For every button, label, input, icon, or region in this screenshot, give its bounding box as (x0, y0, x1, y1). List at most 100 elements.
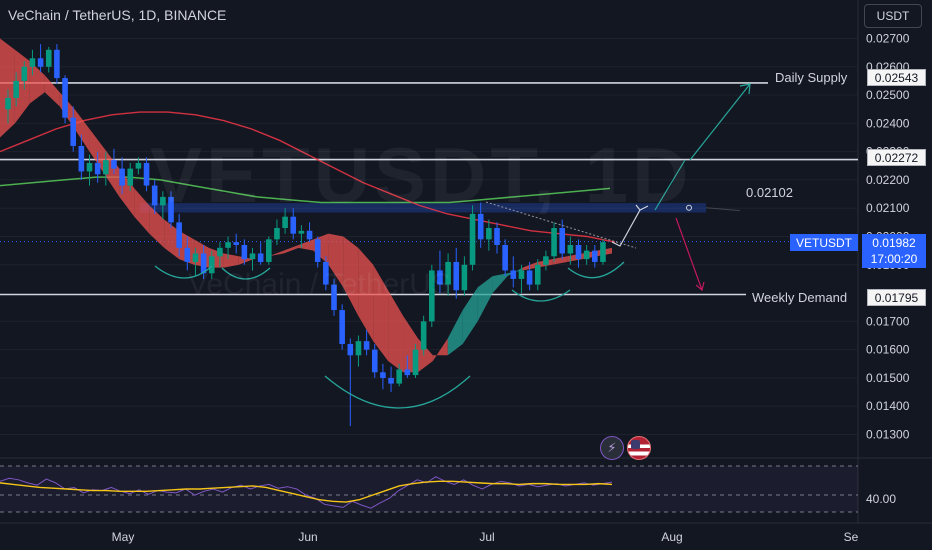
candle-body (192, 253, 199, 262)
candle-body (119, 168, 125, 186)
ma-red-line (0, 111, 616, 243)
candle-body (176, 222, 182, 248)
candle-body (298, 230, 305, 234)
candle-body (420, 321, 427, 350)
event-badges: ⚡ (600, 436, 651, 460)
candle-body (151, 185, 158, 206)
candle-body (94, 162, 101, 175)
candle-body (274, 228, 280, 240)
candle-body (592, 250, 598, 262)
resistance-price-tag: 0.02272 (867, 149, 926, 166)
band-segment (447, 310, 463, 356)
rsi-tick-label: 40.00 (866, 492, 896, 506)
price-tick-label: 0.02700 (866, 31, 910, 45)
band-segment (0, 38, 15, 138)
candle-body (339, 310, 345, 344)
candle-body (127, 168, 134, 186)
candle-body (70, 117, 76, 146)
candle-body (45, 49, 52, 67)
band-segment (134, 188, 150, 234)
symbol-tag: VETUSDT (790, 234, 859, 251)
pattern-curve-3 (324, 375, 471, 409)
candle-body (396, 369, 402, 384)
candle-body (249, 253, 256, 260)
projection-down-head (695, 281, 705, 292)
bolt-icon[interactable]: ⚡ (600, 436, 624, 460)
candle-body (412, 349, 419, 376)
us-flag-icon[interactable] (627, 436, 651, 460)
candle-body (388, 377, 394, 384)
band-segment (164, 219, 180, 260)
zone-anchor-point (686, 204, 692, 211)
price-tick-label: 0.02400 (866, 116, 910, 130)
candle-body (445, 261, 451, 285)
pattern-curve-1 (154, 265, 213, 279)
band-segment (268, 250, 284, 257)
candle-body (54, 49, 60, 79)
candle-body (290, 216, 297, 234)
candle-body (200, 253, 207, 274)
candle-body (306, 230, 313, 240)
band-segment (343, 236, 359, 316)
band-segment (432, 338, 448, 361)
pattern-curve-4 (511, 289, 571, 302)
band-segment (328, 233, 344, 288)
daily-supply-label: Daily Supply (775, 70, 848, 85)
projection-up-mid (654, 159, 686, 211)
candle-body (5, 97, 11, 110)
time-tick-label: May (112, 530, 135, 544)
candle-body (225, 242, 231, 248)
candle-body (437, 270, 443, 285)
band-segment (44, 75, 60, 107)
candle-body (184, 247, 191, 262)
price-tick-label: 0.02500 (866, 88, 910, 102)
candle-body (583, 250, 590, 260)
symbol-watermark: VETUSDT, 1D (150, 131, 693, 219)
candle-body (461, 264, 468, 291)
candle-body (551, 228, 557, 257)
candle-body (168, 196, 174, 223)
candle-body (494, 228, 500, 245)
candle-body (371, 349, 378, 373)
price-tick-label: 0.01700 (866, 314, 910, 328)
candle-body (600, 242, 606, 262)
candle-body (486, 228, 492, 240)
supply-zone (140, 203, 706, 213)
time-tick-label: Jun (298, 530, 317, 544)
chart-title: VeChain / TetherUS, 1D, BINANCE (8, 7, 227, 23)
rsi-ma-line (0, 480, 613, 503)
candle-body (347, 343, 354, 356)
band-segment (373, 264, 389, 361)
candle-body (502, 244, 508, 271)
candle-body (404, 369, 411, 376)
price-tick-label: 0.01400 (866, 399, 910, 413)
candle-body (355, 341, 362, 356)
candle-body (518, 270, 525, 279)
candle-body (510, 270, 517, 279)
band-segment (492, 273, 508, 294)
band-segment (462, 287, 478, 344)
projection-up-short (611, 209, 641, 247)
candle-body (266, 239, 272, 262)
projection-up-long-head (739, 83, 751, 95)
projection-down (675, 217, 703, 291)
candle-body (323, 261, 329, 285)
candle-body (363, 341, 370, 350)
candle-body (78, 145, 85, 172)
candle-body (217, 247, 223, 257)
candle-body (526, 270, 533, 285)
rsi-band-fill (0, 466, 858, 512)
price-tick-label: 0.02200 (866, 173, 910, 187)
candle-body (103, 160, 109, 175)
projection-up-short-head (635, 204, 649, 211)
currency-button[interactable]: USDT (864, 4, 922, 28)
band-segment (89, 129, 105, 175)
price-tick-label: 0.02100 (866, 201, 910, 215)
candle-body (575, 244, 582, 260)
current-price: 0.01982 (872, 236, 916, 250)
time-tick-label: Se (844, 530, 859, 544)
price-tick-label: 0.01500 (866, 371, 910, 385)
candle-body (29, 58, 36, 67)
band-segment (149, 205, 165, 248)
